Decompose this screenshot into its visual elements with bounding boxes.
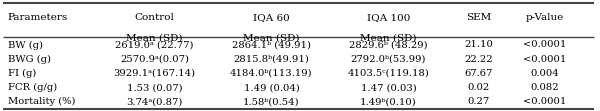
Text: 0.082: 0.082 xyxy=(530,83,559,92)
Text: 67.67: 67.67 xyxy=(464,69,493,78)
Text: 2792.0ᵇ(53.99): 2792.0ᵇ(53.99) xyxy=(351,55,426,64)
Text: FI (g): FI (g) xyxy=(8,69,36,78)
Text: <0.0001: <0.0001 xyxy=(523,97,566,106)
Text: 1.47 (0.03): 1.47 (0.03) xyxy=(361,83,416,92)
Text: 2864.1ᵇ (49.91): 2864.1ᵇ (49.91) xyxy=(232,40,311,50)
Text: 21.10: 21.10 xyxy=(464,40,493,50)
Text: IQA 60: IQA 60 xyxy=(253,13,290,22)
Text: 0.27: 0.27 xyxy=(467,97,490,106)
Text: FCR (g/g): FCR (g/g) xyxy=(8,83,57,92)
Text: Mean (SD): Mean (SD) xyxy=(243,33,300,42)
Text: 3.74ᵃ(0.87): 3.74ᵃ(0.87) xyxy=(127,97,182,106)
Text: Mean (SD): Mean (SD) xyxy=(360,33,417,42)
Text: 1.49ᵇ(0.10): 1.49ᵇ(0.10) xyxy=(360,97,417,106)
Text: 0.02: 0.02 xyxy=(467,83,490,92)
Text: BW (g): BW (g) xyxy=(8,40,43,50)
Text: Mean (SD): Mean (SD) xyxy=(126,33,183,42)
Text: 2815.8ᵇ(49.91): 2815.8ᵇ(49.91) xyxy=(233,55,310,64)
Text: 1.49 (0.04): 1.49 (0.04) xyxy=(244,83,299,92)
Text: 1.58ᵇ(0.54): 1.58ᵇ(0.54) xyxy=(243,97,300,106)
Text: Control: Control xyxy=(134,13,175,22)
Text: 4103.5ᶜ(119.18): 4103.5ᶜ(119.18) xyxy=(347,69,430,78)
Text: <0.0001: <0.0001 xyxy=(523,40,566,50)
Text: IQA 100: IQA 100 xyxy=(367,13,410,22)
Text: 4184.0ᵇ(113.19): 4184.0ᵇ(113.19) xyxy=(230,69,313,78)
Text: 2570.9ᵃ(0.07): 2570.9ᵃ(0.07) xyxy=(120,55,189,64)
Text: 1.53 (0.07): 1.53 (0.07) xyxy=(127,83,182,92)
Text: Parameters: Parameters xyxy=(8,13,68,22)
Text: Mortality (%): Mortality (%) xyxy=(8,97,76,106)
Text: SEM: SEM xyxy=(466,13,491,22)
Text: 0.004: 0.004 xyxy=(530,69,559,78)
Text: 2619.0ᵃ (22.77): 2619.0ᵃ (22.77) xyxy=(115,40,194,50)
Text: 2829.6ᵇ (48.29): 2829.6ᵇ (48.29) xyxy=(349,40,428,50)
Text: BWG (g): BWG (g) xyxy=(8,55,51,64)
Text: p-Value: p-Value xyxy=(526,13,563,22)
Text: <0.0001: <0.0001 xyxy=(523,55,566,64)
Text: 3929.1ᵃ(167.14): 3929.1ᵃ(167.14) xyxy=(113,69,196,78)
Text: 22.22: 22.22 xyxy=(464,55,493,64)
